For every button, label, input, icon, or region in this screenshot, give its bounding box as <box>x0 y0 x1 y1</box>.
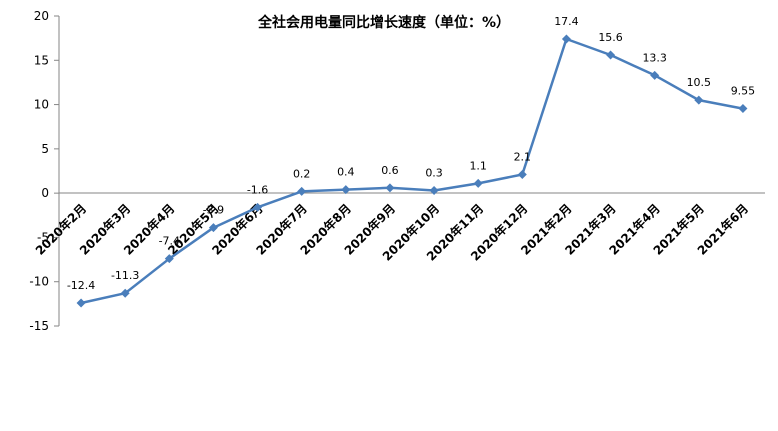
data-label: -11.3 <box>111 269 139 282</box>
data-labels: -12.4 -11.3 -7.4 -3.9 -1.6 0.2 0.4 0.6 0.3 1.1 2.1… <box>67 15 755 292</box>
data-label: 1.1 <box>469 159 487 172</box>
y-tick-label: 15 <box>34 53 49 67</box>
data-label: 2.1 <box>514 151 532 164</box>
data-label: 17.4 <box>554 15 579 28</box>
y-tick-label: 5 <box>41 142 49 156</box>
y-tick-label: 20 <box>34 9 49 23</box>
data-point-marker <box>606 50 616 60</box>
y-tick-label: -15 <box>29 319 49 333</box>
data-point-marker <box>385 183 395 193</box>
data-label: -7.4 <box>159 235 180 248</box>
data-label: -12.4 <box>67 279 95 292</box>
data-point-marker <box>120 288 130 298</box>
data-point-marker <box>517 170 527 180</box>
data-label: -3.9 <box>203 204 224 217</box>
data-label: 0.2 <box>293 167 311 180</box>
data-label: 15.6 <box>598 31 623 44</box>
data-point-marker <box>650 70 660 80</box>
data-point-marker <box>561 34 571 44</box>
data-point-marker <box>473 178 483 188</box>
data-point-marker <box>164 254 174 264</box>
data-point-marker <box>76 298 86 308</box>
data-point-marker <box>694 95 704 105</box>
y-tick-label: 0 <box>41 186 49 200</box>
y-tick-label: -10 <box>29 275 49 289</box>
data-label: 0.3 <box>425 166 443 179</box>
y-axis-ticks: 20 15 10 5 0 -5 -10 -15 <box>29 9 59 333</box>
x-axis-tick-labels: 2020年2月2020年3月2020年4月2020年5月2020年6月2020年… <box>32 201 751 264</box>
data-label: 9.55 <box>731 85 756 98</box>
data-point-marker <box>341 185 351 195</box>
data-label: 10.5 <box>687 76 712 89</box>
data-point-marker <box>429 185 439 195</box>
data-point-marker <box>297 186 307 196</box>
data-label: 0.4 <box>337 166 355 179</box>
data-label: -1.6 <box>247 183 268 196</box>
data-point-marker <box>738 104 748 114</box>
series-line <box>80 37 744 305</box>
data-point-marker <box>208 223 218 233</box>
y-tick-label: 10 <box>34 98 49 112</box>
y-tick-label: -5 <box>37 230 49 244</box>
chart-title: 全社会用电量同比增长速度（单位：%） <box>257 14 510 31</box>
series-markers <box>76 34 748 308</box>
data-label: 0.6 <box>381 164 399 177</box>
data-point-marker <box>253 202 263 212</box>
data-label: 13.3 <box>642 51 667 64</box>
